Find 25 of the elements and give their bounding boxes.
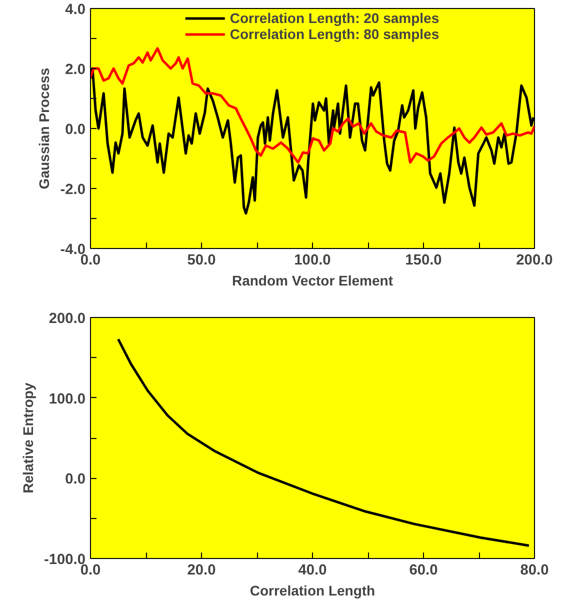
y-tick-label: -2.0 bbox=[60, 182, 86, 198]
legend-label: Correlation Length: 20 samples bbox=[230, 10, 440, 26]
y-tick-label: 2.0 bbox=[65, 62, 86, 78]
x-tick-label: 0.0 bbox=[80, 252, 101, 268]
y-tick-label: 4.0 bbox=[65, 2, 86, 18]
x-axis-title: Correlation Length bbox=[250, 582, 376, 598]
y-tick-label: 100.0 bbox=[48, 391, 86, 408]
y-tick-label: 200.0 bbox=[48, 311, 86, 327]
x-tick-label: 0.0 bbox=[80, 562, 101, 578]
y-axis-title: Relative Entropy bbox=[20, 382, 36, 494]
x-axis-title: Random Vector Element bbox=[232, 272, 394, 288]
y-axis-title: Gaussian Process bbox=[36, 68, 52, 190]
x-tick-label: 40.0 bbox=[298, 562, 327, 578]
x-tick-label: 50.0 bbox=[187, 252, 216, 268]
x-tick-label: 200.0 bbox=[516, 252, 553, 268]
legend-label: Correlation Length: 80 samples bbox=[230, 26, 440, 42]
x-tick-label: 60.0 bbox=[409, 562, 438, 578]
y-tick-label: 0.0 bbox=[65, 122, 86, 138]
line-series bbox=[117, 338, 530, 547]
x-tick-label: 80.0 bbox=[520, 562, 549, 578]
x-tick-label: 20.0 bbox=[187, 562, 216, 578]
line-series bbox=[90, 47, 534, 164]
y-tick-label: 0.0 bbox=[65, 472, 86, 488]
x-tick-label: 100.0 bbox=[294, 252, 331, 268]
x-tick-label: 150.0 bbox=[405, 252, 442, 268]
